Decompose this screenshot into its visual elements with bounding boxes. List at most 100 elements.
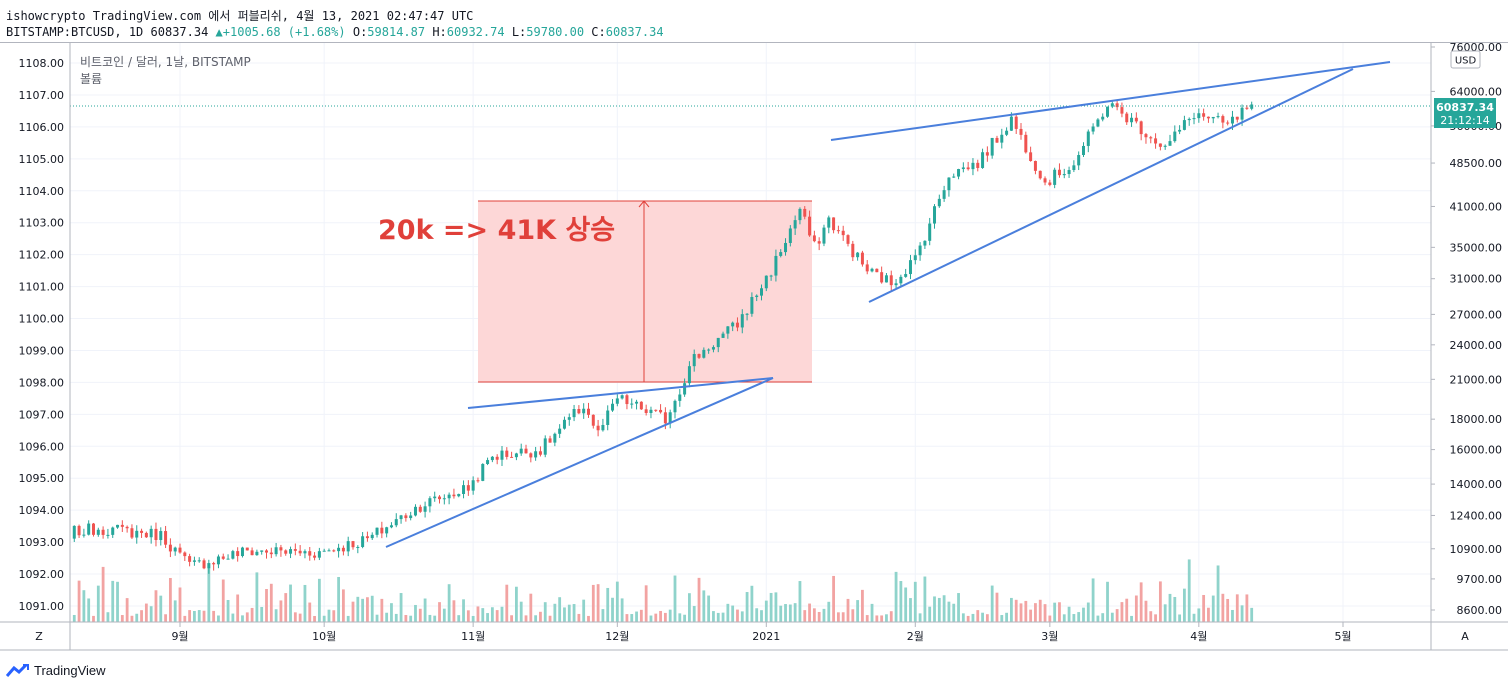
candle-body	[990, 137, 994, 156]
candle-body	[524, 448, 528, 454]
candle-body	[726, 326, 730, 334]
left-tick-label: 1105.00	[19, 153, 65, 166]
volume-bar	[1197, 608, 1201, 622]
volume-bar	[774, 592, 778, 622]
candle-body	[1033, 160, 1037, 171]
volume-bar	[543, 602, 547, 622]
left-tick-label: 1100.00	[19, 313, 65, 326]
close-value: 60837.34	[605, 25, 664, 39]
volume-bar	[942, 595, 946, 622]
candle-body	[168, 544, 172, 552]
candle-body	[490, 456, 494, 461]
candle-body	[1221, 116, 1225, 123]
volume-bar	[534, 615, 538, 622]
volume-bar	[995, 592, 999, 622]
candle-body	[1101, 116, 1105, 120]
candle-body	[803, 208, 807, 217]
candle-body	[625, 395, 629, 405]
volume-bar	[130, 615, 134, 622]
volume-bar	[332, 610, 336, 622]
volume-bar	[404, 615, 408, 622]
candle-body	[740, 314, 744, 328]
volume-bar	[678, 613, 682, 622]
volume-bar	[1245, 594, 1249, 622]
trendlines[interactable]	[385, 61, 1391, 548]
volume-bar	[904, 587, 908, 622]
volume-bar	[500, 606, 504, 622]
volume-bar	[1173, 596, 1177, 622]
volume-bar	[524, 615, 528, 622]
candle-body	[918, 245, 922, 256]
volume-bar	[644, 585, 648, 622]
candle-body	[77, 525, 81, 536]
goto-button[interactable]: Z	[29, 626, 49, 645]
candle-body	[889, 275, 893, 286]
candle-body	[793, 220, 797, 229]
candle-body	[298, 550, 302, 554]
candle-body	[91, 523, 95, 535]
candle-body	[495, 456, 499, 460]
high-label: H:	[432, 25, 447, 39]
candle-body	[178, 547, 182, 553]
right-tick-label: 16000.00	[1450, 444, 1503, 457]
right-axis: 76000.0064000.0056000.0048500.0041000.00…	[1431, 42, 1502, 617]
volume-bar	[284, 593, 288, 622]
candle-body	[1226, 122, 1230, 124]
volume-bar	[1202, 594, 1206, 622]
candle-body	[957, 169, 961, 177]
usd-badge[interactable]: USD	[1450, 50, 1481, 69]
x-tick-label: 11월	[461, 630, 485, 643]
volume-bar	[1086, 602, 1090, 622]
volume-bar	[899, 581, 903, 622]
candle-body	[1019, 128, 1023, 135]
volume-bar	[1187, 559, 1191, 622]
candle-body	[1149, 137, 1153, 139]
price-chart[interactable]: 20k => 41K 상승 비트코인 / 달러, 1날, BITSTAMP 볼륨…	[0, 42, 1508, 652]
auto-scale-button[interactable]: A	[1455, 626, 1475, 645]
volume-bar	[274, 609, 278, 622]
candle-body	[1009, 116, 1013, 131]
volume-bar	[515, 586, 518, 622]
volume-bar	[269, 583, 273, 622]
footer: TradingView	[6, 660, 106, 680]
volume-bar	[553, 603, 557, 622]
low-value: 59780.00	[526, 25, 585, 39]
volume-bar	[870, 603, 874, 622]
candles	[72, 100, 1254, 574]
candle-body	[630, 403, 634, 405]
candle-body	[337, 547, 341, 552]
right-tick-label: 9700.00	[1457, 573, 1503, 586]
volume-bar	[688, 593, 691, 622]
candle-body	[784, 242, 788, 253]
candle-body	[1115, 103, 1119, 108]
volume-bar	[885, 614, 888, 622]
volume-bar	[697, 577, 701, 622]
candle-body	[1081, 145, 1085, 156]
volume-bar	[197, 610, 201, 622]
candle-body	[1086, 131, 1090, 146]
candle-body	[120, 524, 124, 527]
volume-bar	[370, 595, 374, 622]
candle-body	[913, 255, 917, 261]
volume-bar	[490, 607, 494, 622]
candle-body	[832, 217, 836, 231]
last-price: 60837.34	[150, 25, 209, 39]
volume-bar	[635, 611, 638, 622]
candle-body	[332, 550, 336, 552]
trendline-3	[830, 61, 1391, 141]
volume-bar	[394, 613, 398, 622]
left-tick-label: 1092.00	[19, 568, 65, 581]
candle-body	[711, 347, 715, 350]
candle-body	[1106, 106, 1110, 117]
volume-bar	[851, 609, 855, 622]
volume-bar	[1235, 594, 1239, 622]
volume-bar	[663, 612, 667, 622]
candle-body	[1125, 113, 1129, 123]
volume-bar	[913, 581, 917, 622]
candle-body	[356, 546, 360, 548]
candle-body	[1178, 129, 1182, 132]
volume-bar	[673, 575, 677, 622]
volume-bar	[918, 613, 922, 622]
volume-bar	[356, 596, 360, 622]
volume-bar	[303, 584, 307, 622]
